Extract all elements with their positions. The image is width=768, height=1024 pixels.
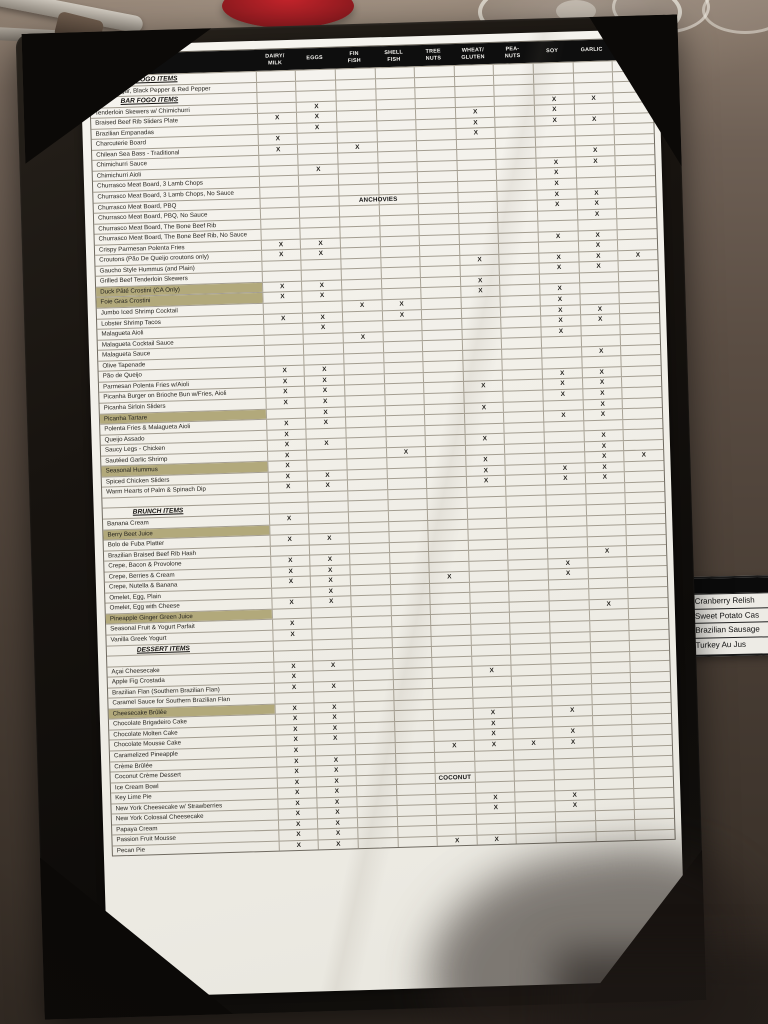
- allergen-cell-G: [595, 830, 635, 842]
- column-header-SF: SHELL FISH: [384, 49, 404, 63]
- side-card-item: Brazilian Sausage: [692, 621, 768, 638]
- allergen-cell-E: X: [317, 839, 358, 850]
- allergen-cell-D: X: [278, 840, 319, 852]
- column-header-WG: WHEAT/GLUTEN: [461, 47, 485, 61]
- allergen-cell-FF: [357, 837, 398, 849]
- column-header-E: EGGS: [306, 55, 323, 62]
- column-header-D: DAIRY/MILK: [265, 53, 285, 67]
- column-header-TN: TREE NUTS: [425, 48, 442, 62]
- wine-glass-base-icon: [702, 0, 768, 34]
- side-card-rows: Cranberry Relish Sweet Potato Cas Brazilia…: [691, 592, 768, 652]
- side-card-item: Cranberry Relish: [691, 592, 768, 609]
- side-menu-card: Cranberry Relish Sweet Potato Cas Brazilia…: [689, 575, 768, 657]
- allergen-table-body: BAR FOGO ITEMS Brown Sugar, Black Pepper …: [89, 59, 675, 856]
- allergen-table: MENUDAIRY/MILKEGGSFINFISHSHELLFISHTREENU…: [88, 37, 676, 858]
- hand-shadow: [555, 950, 768, 1024]
- column-header-G: GARLIC: [580, 47, 603, 54]
- menu-item-name: Pecan Pie: [116, 846, 146, 855]
- side-card-item: Turkey Au Jus: [692, 635, 768, 652]
- column-header-PN: PEA- NUTS: [504, 46, 521, 60]
- allergen-cell-SS: [634, 829, 675, 841]
- allergen-cell-SOY: [555, 832, 596, 843]
- allergen-cell-SF: [397, 836, 438, 848]
- side-card-item: Sweet Potato Cas: [691, 606, 768, 623]
- column-header-SOY: SOY: [546, 48, 559, 55]
- allergen-cell-WG: X: [476, 834, 517, 846]
- allergen-cell-PN: [515, 833, 556, 845]
- allergen-cell-TN: X: [436, 835, 477, 847]
- column-header-FF: FIN FISH: [347, 51, 361, 64]
- side-card-black-band: [691, 577, 768, 594]
